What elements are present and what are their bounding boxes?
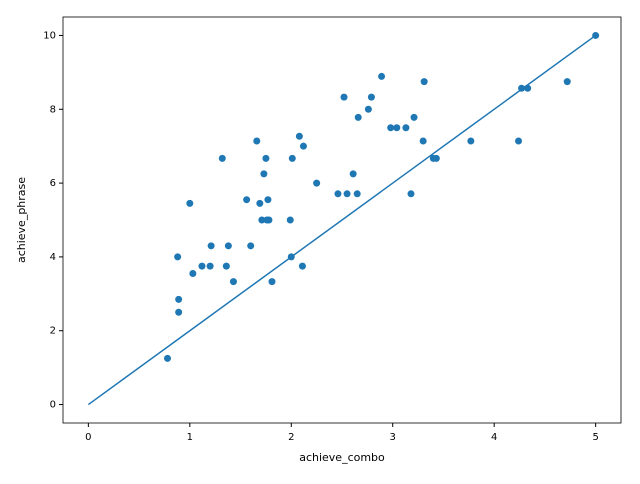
x-tick-label: 0: [85, 432, 91, 443]
x-axis-label: achieve_combo: [299, 451, 385, 464]
point: [268, 278, 276, 286]
point: [419, 137, 427, 145]
point: [218, 154, 226, 162]
point: [524, 84, 532, 92]
point: [207, 242, 215, 250]
point: [334, 190, 342, 198]
point: [260, 170, 268, 178]
point: [222, 262, 230, 270]
point: [186, 199, 194, 207]
point: [288, 154, 296, 162]
x-tick-label: 3: [390, 432, 396, 443]
point: [175, 295, 183, 303]
point: [299, 142, 307, 150]
point: [224, 242, 232, 250]
point: [206, 262, 214, 270]
point: [563, 78, 571, 86]
point: [518, 84, 526, 92]
point: [432, 154, 440, 162]
y-tick-label: 10: [43, 30, 56, 41]
point: [253, 137, 261, 145]
plot-frame: [62, 16, 622, 424]
point: [229, 278, 237, 286]
point: [298, 262, 306, 270]
point: [349, 170, 357, 178]
point: [247, 242, 255, 250]
point: [402, 124, 410, 132]
point: [286, 216, 294, 224]
point: [174, 253, 182, 261]
y-tick-label: 4: [50, 252, 56, 263]
point: [265, 216, 273, 224]
point: [364, 105, 372, 113]
y-tick-label: 2: [50, 326, 56, 337]
point: [163, 354, 171, 362]
point: [387, 124, 395, 132]
point: [420, 78, 428, 86]
point: [467, 137, 475, 145]
point: [295, 132, 303, 140]
point: [354, 113, 362, 121]
point: [407, 190, 415, 198]
fit-line: [87, 34, 597, 406]
point: [393, 124, 401, 132]
x-tick-label: 1: [187, 432, 193, 443]
point: [189, 270, 197, 278]
x-tick-label: 2: [288, 432, 294, 443]
y-tick-label: 6: [50, 178, 56, 189]
point: [313, 179, 321, 187]
y-axis-label: achieve_phrase: [15, 177, 28, 263]
x-tick-label: 4: [491, 432, 497, 443]
point: [592, 31, 600, 39]
point: [262, 154, 270, 162]
y-tick-label: 8: [50, 104, 56, 115]
point: [258, 216, 266, 224]
point: [243, 196, 251, 204]
point: [410, 113, 418, 121]
point: [175, 308, 183, 316]
y-tick-label: 0: [50, 400, 56, 411]
point: [378, 72, 386, 80]
point: [353, 190, 361, 198]
x-tick-label: 5: [592, 432, 598, 443]
point: [367, 93, 375, 101]
point: [340, 93, 348, 101]
point: [343, 190, 351, 198]
point: [515, 137, 523, 145]
point: [198, 262, 206, 270]
point: [256, 199, 264, 207]
point: [264, 196, 272, 204]
point: [287, 253, 295, 261]
